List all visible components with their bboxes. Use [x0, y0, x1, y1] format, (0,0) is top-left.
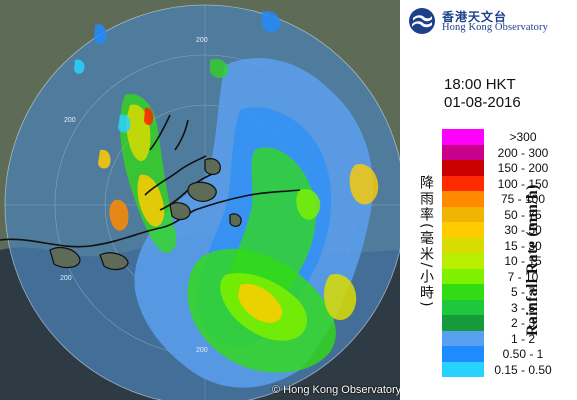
legend-swatch: [442, 191, 484, 207]
range-ring-labels: 200 200 200 200: [60, 37, 208, 354]
svg-text:200: 200: [196, 347, 208, 354]
legend-row: 150 - 200: [442, 160, 576, 176]
legend-swatch: [442, 268, 484, 284]
legend-row: 75 - 100: [442, 191, 576, 207]
legend-row: 30 - 50: [442, 222, 576, 238]
legend-label: 0.15 - 0.50: [494, 362, 552, 377]
rainfall-legend: >300 200 - 300 150 - 200 100 - 150 75 - 100 5…: [442, 129, 576, 377]
logo-chinese-name: 香港天文台: [442, 10, 508, 24]
legend-label: 30 - 50: [504, 223, 542, 237]
legend-swatch: [442, 253, 484, 269]
legend-row: 1 - 2: [442, 330, 576, 346]
radar-map-canvas: 200 200 200 200: [0, 4, 400, 400]
svg-text:200: 200: [64, 117, 76, 124]
observation-time: 18:00 HKT: [444, 76, 516, 93]
legend-swatch: [442, 237, 484, 253]
svg-text:200: 200: [196, 37, 208, 44]
islands: [49, 158, 242, 271]
legend-label: 3 - 5: [510, 300, 535, 315]
legend-title-english: Rainfall Rate (mm/h): [524, 184, 541, 336]
legend-row: 0.15 - 0.50: [442, 361, 576, 377]
legend-swatch: [442, 330, 484, 346]
legend-label: 200 - 300: [497, 145, 549, 160]
legend-label: 7 - 10: [507, 269, 539, 284]
legend-row: 5 - 7: [442, 284, 576, 300]
rainfall-echoes: [74, 10, 379, 388]
hko-logo-icon: [409, 8, 435, 34]
legend-swatch: [442, 284, 484, 300]
legend-row: 10 - 15: [442, 253, 576, 269]
legend-row: 15 - 30: [442, 237, 576, 253]
legend-label: 0.50 - 1: [502, 347, 544, 361]
legend-label: 5 - 7: [510, 285, 535, 299]
radar-map: 200 200 200 200 © Hong Kong Observatory: [0, 0, 400, 400]
legend-label: 2 - 3: [510, 316, 535, 330]
legend-panel: 香港天文台 Hong Kong Observatory 18:00 HKT 01…: [400, 0, 577, 400]
legend-label: 100 - 150: [497, 176, 549, 191]
copyright-credit: © Hong Kong Observatory: [272, 384, 400, 396]
svg-text:200: 200: [60, 275, 72, 282]
logo-english-name: Hong Kong Observatory: [442, 22, 548, 33]
range-ring-outer: [4, 4, 400, 400]
legend-swatch: [442, 175, 484, 191]
legend-swatch: [442, 160, 484, 176]
legend-swatch: [442, 206, 484, 222]
legend-swatch: [442, 299, 484, 315]
legend-row: 3 - 5: [442, 299, 576, 315]
legend-swatch: [442, 346, 484, 362]
legend-swatch: [442, 144, 484, 160]
legend-label: 50 - 75: [504, 207, 542, 222]
legend-swatch: [442, 129, 484, 145]
legend-label: 150 - 200: [497, 161, 549, 175]
legend-label: >300: [509, 130, 537, 144]
legend-label: 1 - 2: [510, 331, 535, 346]
legend-swatch: [442, 222, 484, 238]
legend-row: 2 - 3: [442, 315, 576, 331]
legend-label: 75 - 100: [500, 192, 546, 206]
legend-row: 7 - 10: [442, 268, 576, 284]
legend-title-chinese: 降雨率(毫米/小時): [418, 175, 434, 309]
observation-date: 01-08-2016: [444, 94, 521, 111]
legend-swatch: [442, 361, 484, 377]
legend-label: 10 - 15: [504, 254, 542, 268]
legend-row: 0.50 - 1: [442, 346, 576, 362]
legend-row: 200 - 300: [442, 144, 576, 160]
legend-label: 15 - 30: [504, 238, 542, 253]
legend-row: 100 - 150: [442, 175, 576, 191]
legend-row: 50 - 75: [442, 206, 576, 222]
legend-swatch: [442, 315, 484, 331]
legend-row: >300: [442, 129, 576, 145]
